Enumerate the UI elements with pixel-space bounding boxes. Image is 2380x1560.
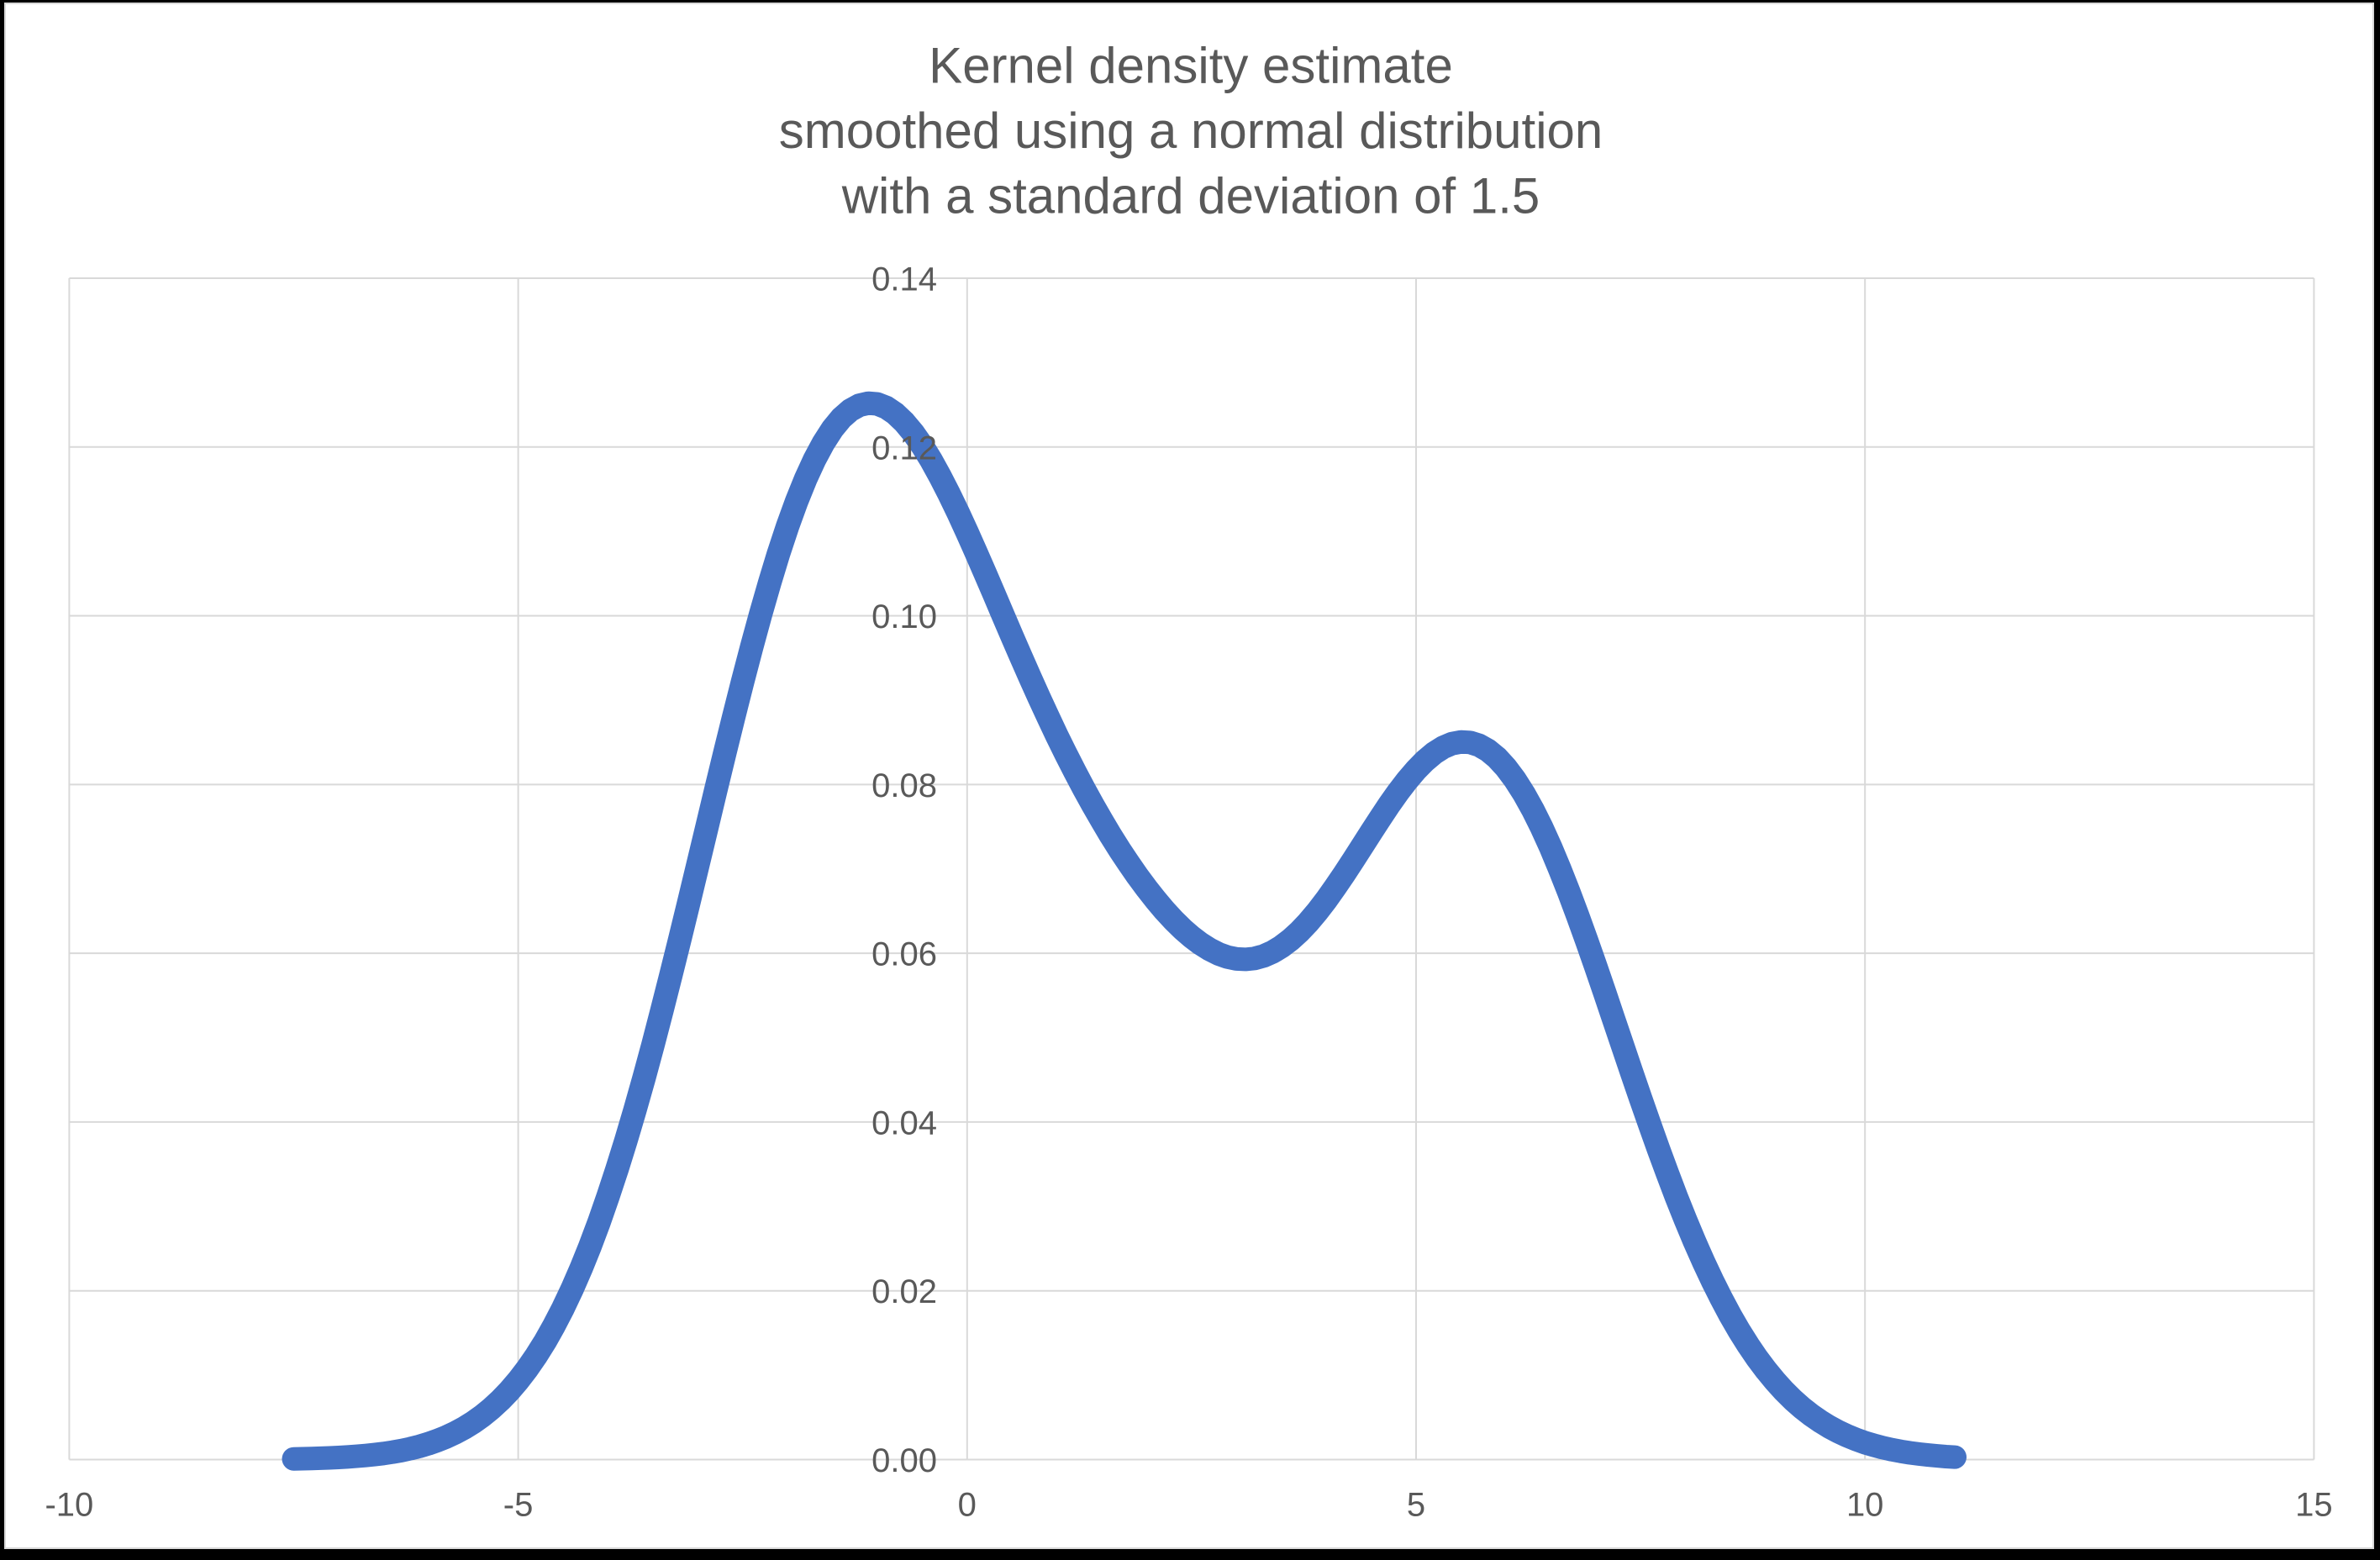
svg-text:with a standard deviation of 1: with a standard deviation of 1.5 <box>841 167 1540 224</box>
svg-text:0.12: 0.12 <box>871 430 937 466</box>
svg-text:0.10: 0.10 <box>871 598 937 635</box>
svg-text:Kernel density estimate: Kernel density estimate <box>929 37 1453 93</box>
svg-text:0.02: 0.02 <box>871 1273 937 1310</box>
svg-text:15: 15 <box>2295 1487 2333 1524</box>
svg-text:10: 10 <box>1846 1487 1884 1524</box>
svg-text:-5: -5 <box>503 1487 534 1524</box>
svg-text:0.14: 0.14 <box>871 261 937 298</box>
svg-text:0.00: 0.00 <box>871 1442 937 1479</box>
svg-text:0: 0 <box>958 1487 977 1524</box>
svg-text:0.06: 0.06 <box>871 936 937 973</box>
svg-text:smoothed using a normal distri: smoothed using a normal distribution <box>779 103 1603 159</box>
svg-text:-10: -10 <box>45 1487 93 1524</box>
svg-text:5: 5 <box>1407 1487 1425 1524</box>
svg-text:0.08: 0.08 <box>871 767 937 804</box>
svg-text:0.04: 0.04 <box>871 1104 937 1141</box>
